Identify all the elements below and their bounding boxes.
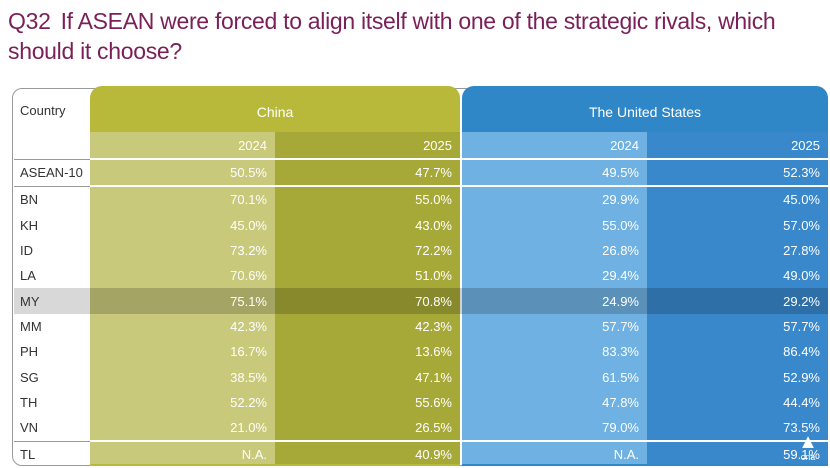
country-cell: KH bbox=[20, 217, 39, 233]
value-cell-us-2024: 61.5% bbox=[602, 369, 639, 385]
value-cell-us-2025: 52.3% bbox=[647, 159, 828, 188]
value-cell-china-2025: 70.8% bbox=[275, 288, 460, 314]
table-row: ASEAN-10 50.5% 47.7% 49.5% 52.3% bbox=[14, 158, 828, 188]
question-title: Q32 If ASEAN were forced to align itself … bbox=[8, 6, 823, 66]
value-cell-us-2025: 52.9% bbox=[783, 369, 820, 385]
value-cell-china-2025: 26.5% bbox=[415, 420, 452, 436]
value-cell-us-2024: 29.9% bbox=[602, 192, 639, 208]
value-cell-china-2024: 52.2% bbox=[230, 394, 267, 410]
value-cell-china-2025: 42.3% bbox=[415, 318, 452, 334]
table-row: MM 42.3% 42.3% 57.7% 57.7% bbox=[14, 314, 828, 339]
value-cell-china-2025: 43.0% bbox=[415, 217, 452, 233]
value-cell-us-2025: 27.8% bbox=[783, 243, 820, 259]
year-header-china-2025: 2025 bbox=[275, 132, 460, 160]
value-cell-china-2024: 38.5% bbox=[230, 369, 267, 385]
cna-logo-mark: ▲ bbox=[798, 431, 818, 453]
value-cell-china-2025: 40.9% bbox=[275, 440, 460, 468]
china-group-header: China bbox=[256, 104, 294, 120]
value-cell-china-2025: 13.6% bbox=[415, 344, 452, 360]
country-cell: BN bbox=[20, 192, 39, 208]
value-cell-china-2024: 70.1% bbox=[230, 192, 267, 208]
question-number: Q32 bbox=[8, 8, 51, 34]
table-row: VN 21.0% 26.5% 79.0% 73.5% bbox=[14, 415, 828, 441]
year-header-us-2024: 2024 bbox=[460, 132, 647, 160]
china-2025-column bbox=[275, 132, 460, 464]
table-row: SG 38.5% 47.1% 61.5% 52.9% bbox=[14, 364, 828, 389]
country-cell: MY bbox=[14, 288, 90, 314]
value-cell-china-2025: 51.0% bbox=[415, 268, 452, 284]
value-cell-china-2024: 75.1% bbox=[90, 288, 275, 314]
value-cell-china-2024: 50.5% bbox=[90, 159, 275, 188]
table-row: TH 52.2% 55.6% 47.8% 44.4% bbox=[14, 390, 828, 415]
value-cell-us-2024: 57.7% bbox=[602, 318, 639, 334]
country-cell: PH bbox=[20, 344, 39, 360]
table-row: LA 70.6% 51.0% 29.4% 49.0% bbox=[14, 263, 828, 288]
value-cell-china-2024: 21.0% bbox=[230, 420, 267, 436]
table-row: ID 73.2% 72.2% 26.8% 27.8% bbox=[14, 238, 828, 263]
country-cell: TL bbox=[14, 440, 90, 468]
china-2024-column bbox=[90, 132, 275, 464]
value-cell-us-2024: N.A. bbox=[460, 440, 647, 468]
value-cell-china-2024: 70.6% bbox=[230, 268, 267, 284]
year-header-row: 2024 2025 2024 2025 bbox=[14, 132, 828, 160]
country-cell: ASEAN-10 bbox=[14, 158, 90, 187]
value-cell-china-2025: 72.2% bbox=[415, 243, 452, 259]
table-row: MY 75.1% 70.8% 24.9% 29.2% bbox=[14, 288, 828, 314]
year-header-china-2024: 2024 bbox=[90, 132, 275, 160]
value-cell-china-2024: N.A. bbox=[90, 440, 275, 468]
us-2025-column bbox=[647, 132, 828, 464]
country-column-header: Country bbox=[20, 103, 66, 118]
value-cell-us-2024: 49.5% bbox=[460, 159, 647, 188]
table-body: ASEAN-10 50.5% 47.7% 49.5% 52.3% BN 70.1% 55.0%… bbox=[14, 158, 828, 468]
us-group-header: The United States bbox=[588, 104, 702, 120]
cna-logo: ▲ cna bbox=[794, 432, 822, 462]
value-cell-china-2025: 47.1% bbox=[415, 369, 452, 385]
table-row: KH 45.0% 43.0% 55.0% 57.0% bbox=[14, 213, 828, 238]
table-row: TL N.A. 40.9% N.A. 59.1% bbox=[14, 440, 828, 468]
value-cell-us-2025: 57.7% bbox=[783, 318, 820, 334]
value-cell-us-2024: 55.0% bbox=[602, 217, 639, 233]
country-cell: VN bbox=[20, 420, 39, 436]
country-cell: TH bbox=[20, 394, 38, 410]
table-row: PH 16.7% 13.6% 83.3% 86.4% bbox=[14, 339, 828, 364]
year-header-spacer bbox=[14, 132, 90, 159]
country-cell: MM bbox=[20, 318, 42, 334]
question-text: If ASEAN were forced to align itself wit… bbox=[8, 8, 776, 64]
value-cell-china-2024: 42.3% bbox=[230, 318, 267, 334]
data-table: 2024 2025 2024 2025 ASEAN-10 50.5% 47.7% 49… bbox=[14, 132, 828, 468]
value-cell-us-2024: 47.8% bbox=[602, 394, 639, 410]
value-cell-china-2024: 16.7% bbox=[230, 344, 267, 360]
value-cell-china-2025: 47.7% bbox=[275, 159, 460, 188]
country-cell: LA bbox=[20, 268, 36, 284]
table-row: BN 70.1% 55.0% 29.9% 45.0% bbox=[14, 186, 828, 212]
cna-logo-text: cna bbox=[800, 452, 816, 462]
value-cell-us-2024: 83.3% bbox=[602, 344, 639, 360]
value-cell-us-2025: 59.1% bbox=[647, 440, 828, 468]
value-cell-us-2025: 44.4% bbox=[783, 394, 820, 410]
value-cell-us-2025: 29.2% bbox=[647, 288, 828, 314]
year-header-us-2025: 2025 bbox=[647, 132, 828, 160]
value-cell-us-2025: 57.0% bbox=[783, 217, 820, 233]
value-cell-china-2025: 55.0% bbox=[415, 192, 452, 208]
value-cell-us-2025: 45.0% bbox=[783, 192, 820, 208]
value-cell-us-2025: 49.0% bbox=[783, 268, 820, 284]
value-cell-us-2024: 79.0% bbox=[602, 420, 639, 436]
value-cell-china-2025: 55.6% bbox=[415, 394, 452, 410]
country-cell: ID bbox=[20, 243, 33, 259]
country-cell: SG bbox=[20, 369, 39, 385]
value-cell-us-2025: 73.5% bbox=[783, 420, 820, 436]
value-cell-us-2024: 26.8% bbox=[602, 243, 639, 259]
value-cell-us-2024: 24.9% bbox=[460, 288, 647, 314]
value-cell-china-2024: 45.0% bbox=[230, 217, 267, 233]
value-cell-us-2025: 86.4% bbox=[783, 344, 820, 360]
value-cell-china-2024: 73.2% bbox=[230, 243, 267, 259]
value-cell-us-2024: 29.4% bbox=[602, 268, 639, 284]
us-2024-column bbox=[462, 132, 647, 464]
